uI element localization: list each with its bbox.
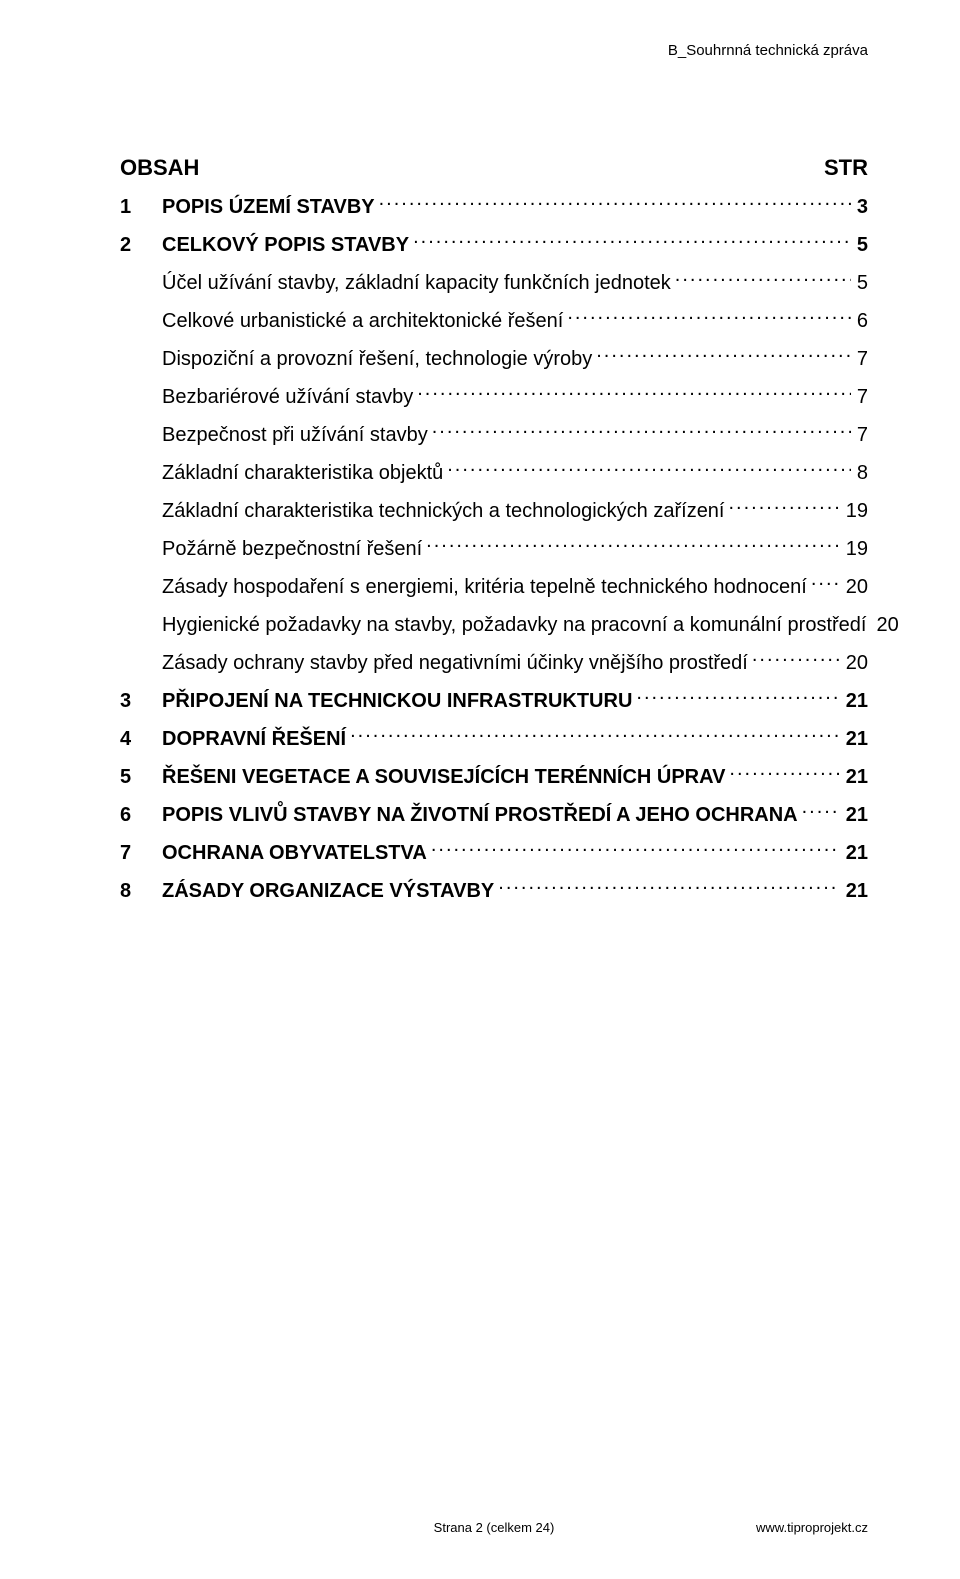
toc-title: Celkové urbanistické a architektonické ř… (162, 308, 563, 335)
toc-title: ZÁSADY ORGANIZACE VÝSTAVBY (162, 878, 494, 905)
toc-leader-dots (811, 573, 840, 593)
document-header-title: B_Souhrnná technická zpráva (668, 42, 868, 59)
toc-leader-dots (417, 383, 851, 403)
toc-title: POPIS VLIVŮ STAVBY NA ŽIVOTNÍ PROSTŘEDÍ … (162, 802, 798, 829)
toc-row: Dispoziční a provozní řešení, technologi… (120, 345, 868, 373)
toc-leader-dots (675, 269, 851, 289)
content: OBSAH STR 1POPIS ÚZEMÍ STAVBY 3 2CELKOVÝ P… (120, 155, 868, 905)
toc-page: 5 (855, 232, 868, 259)
toc-number: 1 (120, 194, 162, 221)
toc-number: 3 (120, 688, 162, 715)
toc-leader-dots (752, 649, 840, 669)
toc-title: POPIS ÚZEMÍ STAVBY (162, 194, 375, 221)
toc-page: 21 (844, 726, 868, 753)
toc-page: 21 (844, 840, 868, 867)
toc-row: Bezbariérové užívání stavby 7 (120, 383, 868, 411)
toc-page: 7 (855, 346, 868, 373)
toc-leader-dots (802, 801, 840, 821)
toc-row: 5ŘEŠENI VEGETACE A SOUVISEJÍCÍCH TERÉNNÍ… (120, 763, 868, 791)
toc-row: 6POPIS VLIVŮ STAVBY NA ŽIVOTNÍ PROSTŘEDÍ… (120, 801, 868, 829)
toc-page: 20 (874, 612, 898, 639)
toc-row: Hygienické požadavky na stavby, požadavk… (120, 611, 868, 639)
toc-title: Zásady hospodaření s energiemi, kritéria… (162, 574, 807, 601)
toc-page: 8 (855, 460, 868, 487)
toc-leader-dots (426, 535, 840, 555)
toc-title: ŘEŠENI VEGETACE A SOUVISEJÍCÍCH TERÉNNÍC… (162, 764, 725, 791)
toc-row: 7OCHRANA OBYVATELSTVA 21 (120, 839, 868, 867)
toc-row: Zásady ochrany stavby před negativními ú… (120, 649, 868, 677)
toc-row: 3PŘIPOJENÍ NA TECHNICKOU INFRASTRUKTURU 2… (120, 687, 868, 715)
toc-page: 20 (844, 650, 868, 677)
toc-number: 7 (120, 840, 162, 867)
toc-page: 21 (844, 688, 868, 715)
toc-title: Základní charakteristika objektů (162, 460, 443, 487)
toc-leader-dots (596, 345, 851, 365)
toc-row: Základní charakteristika objektů 8 (120, 459, 868, 487)
toc-page: 6 (855, 308, 868, 335)
obsah-str-label: STR (824, 155, 868, 181)
toc-leader-dots (350, 725, 840, 745)
toc-leader-dots (447, 459, 851, 479)
toc-page: 7 (855, 384, 868, 411)
toc-leader-dots (729, 497, 840, 517)
toc-title: Bezbariérové užívání stavby (162, 384, 413, 411)
toc-leader-dots (498, 877, 839, 897)
toc-title: Bezpečnost při užívání stavby (162, 422, 428, 449)
toc-row: Základní charakteristika technických a t… (120, 497, 868, 525)
toc-title: Základní charakteristika technických a t… (162, 498, 725, 525)
obsah-label: OBSAH (120, 155, 199, 181)
footer-page-number: Strana 2 (celkem 24) (434, 1520, 555, 1535)
toc-title: PŘIPOJENÍ NA TECHNICKOU INFRASTRUKTURU (162, 688, 632, 715)
toc-number: 2 (120, 232, 162, 259)
toc-row: 8ZÁSADY ORGANIZACE VÝSTAVBY 21 (120, 877, 868, 905)
toc-title: OCHRANA OBYVATELSTVA (162, 840, 427, 867)
toc-title: Účel užívání stavby, základní kapacity f… (162, 270, 671, 297)
toc-page: 21 (844, 802, 868, 829)
toc-number: 8 (120, 878, 162, 905)
toc-row: 1POPIS ÚZEMÍ STAVBY 3 (120, 193, 868, 221)
toc-leader-dots (413, 231, 851, 251)
toc-row: 4DOPRAVNÍ ŘEŠENÍ 21 (120, 725, 868, 753)
toc-page: 3 (855, 194, 868, 221)
toc-title: Dispoziční a provozní řešení, technologi… (162, 346, 592, 373)
toc-row: Zásady hospodaření s energiemi, kritéria… (120, 573, 868, 601)
toc-leader-dots (431, 839, 840, 859)
toc-page: 19 (844, 536, 868, 563)
toc-leader-dots (729, 763, 839, 783)
toc-number: 6 (120, 802, 162, 829)
toc-leader-dots (379, 193, 851, 213)
table-of-contents: 1POPIS ÚZEMÍ STAVBY 3 2CELKOVÝ POPIS STAVB… (120, 193, 868, 905)
toc-title: Požárně bezpečnostní řešení (162, 536, 422, 563)
toc-title: CELKOVÝ POPIS STAVBY (162, 232, 409, 259)
toc-leader-dots (567, 307, 851, 327)
footer-website: www.tiproprojekt.cz (756, 1520, 868, 1535)
toc-page: 21 (844, 764, 868, 791)
toc-page: 19 (844, 498, 868, 525)
toc-row: Bezpečnost při užívání stavby 7 (120, 421, 868, 449)
toc-title: Hygienické požadavky na stavby, požadavk… (162, 612, 866, 639)
toc-number: 5 (120, 764, 162, 791)
toc-page: 20 (844, 574, 868, 601)
toc-page: 21 (844, 878, 868, 905)
obsah-heading: OBSAH STR (120, 155, 868, 181)
toc-number: 4 (120, 726, 162, 753)
toc-row: Celkové urbanistické a architektonické ř… (120, 307, 868, 335)
toc-leader-dots (432, 421, 851, 441)
page-footer: Strana 2 (celkem 24) www.tiproprojekt.cz (120, 1520, 868, 1535)
toc-page: 7 (855, 422, 868, 449)
page: B_Souhrnná technická zpráva OBSAH STR 1P… (0, 0, 960, 1579)
toc-row: 2CELKOVÝ POPIS STAVBY 5 (120, 231, 868, 259)
toc-leader-dots (636, 687, 839, 707)
toc-row: Požárně bezpečnostní řešení 19 (120, 535, 868, 563)
toc-title: DOPRAVNÍ ŘEŠENÍ (162, 726, 346, 753)
toc-row: Účel užívání stavby, základní kapacity f… (120, 269, 868, 297)
toc-page: 5 (855, 270, 868, 297)
toc-title: Zásady ochrany stavby před negativními ú… (162, 650, 748, 677)
